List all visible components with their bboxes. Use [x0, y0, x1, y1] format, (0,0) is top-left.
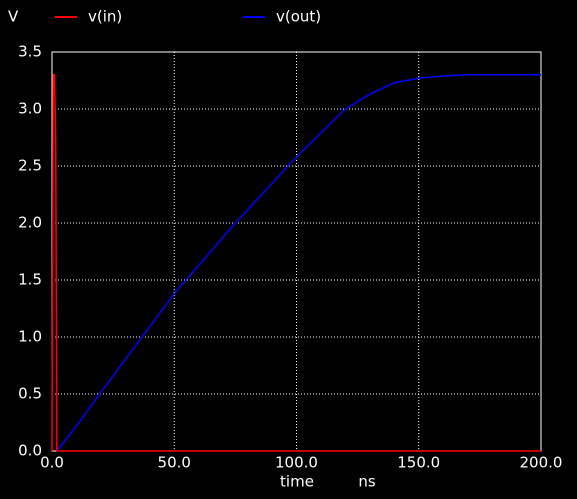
y-axis-label: V	[8, 8, 19, 26]
x-tick-label: 50.0	[158, 454, 191, 472]
y-tick-label: 0.0	[18, 442, 42, 460]
x-tick-label: 150.0	[397, 454, 440, 472]
series-line	[51, 74, 541, 452]
y-tick-label: 2.5	[18, 157, 42, 175]
legend-label: v(out)	[276, 8, 321, 26]
y-tick-label: 2.0	[18, 214, 42, 232]
legend-label: v(in)	[88, 8, 122, 26]
x-axis-label: time	[280, 473, 314, 491]
x-tick-label: 200.0	[520, 454, 563, 472]
y-tick-label: 1.0	[18, 328, 42, 346]
x-tick-label: 100.0	[275, 454, 318, 472]
series-line	[56, 74, 541, 452]
y-tick-label: 3.0	[18, 100, 42, 118]
y-tick-label: 0.5	[18, 385, 42, 403]
y-tick-label: 1.5	[18, 271, 42, 289]
x-tick-label: 0.0	[40, 454, 64, 472]
y-tick-label: 3.5	[18, 43, 42, 61]
x-axis-unit: ns	[358, 473, 376, 491]
